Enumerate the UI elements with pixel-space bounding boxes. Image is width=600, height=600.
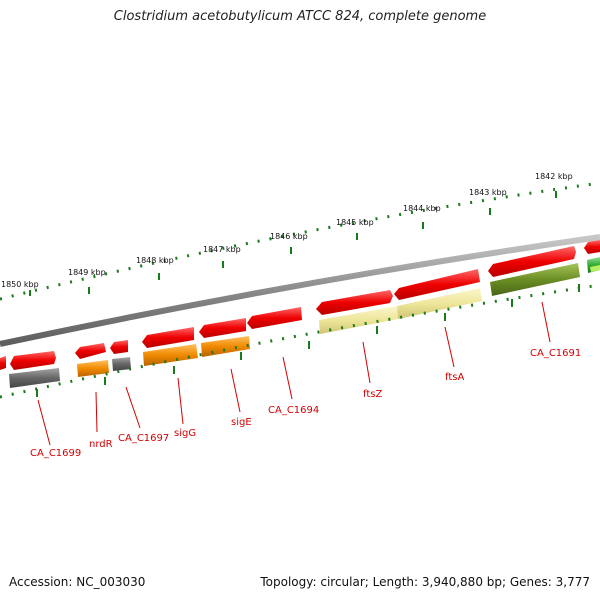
leader-line xyxy=(37,399,51,446)
gene-label: ftsZ xyxy=(363,389,382,400)
ruler-label: 1845 kbp xyxy=(336,218,374,227)
leader-line xyxy=(177,377,184,425)
gene-label: CA_C1699 xyxy=(30,448,81,459)
ruler-label: 1848 kbp xyxy=(136,256,174,265)
cog-block xyxy=(9,368,60,388)
accession-label: Accession: NC_003030 xyxy=(9,575,146,589)
gene-label: CA_C1697 xyxy=(118,433,169,444)
cog-block xyxy=(201,336,250,357)
gene-labels: CA_C1699 nrdR CA_C1697 sigG sigE CA_C169… xyxy=(30,348,581,459)
gene-arrow xyxy=(394,269,480,300)
ruler-label: 1849 kbp xyxy=(68,268,106,277)
leader-line xyxy=(95,391,98,433)
gene-label: ftsA xyxy=(445,372,464,383)
gene-arrow xyxy=(488,246,576,277)
gene-arrow xyxy=(110,340,128,354)
gene-arrow xyxy=(10,351,56,370)
cog-block xyxy=(112,357,131,371)
ruler-label: 1842 kbp xyxy=(535,172,573,181)
gene-label: sigG xyxy=(174,428,196,439)
leader-line xyxy=(125,386,141,429)
inner-ruler-track xyxy=(0,283,600,399)
gene-arrow xyxy=(0,356,6,370)
genome-summary: Topology: circular; Length: 3,940,880 bp… xyxy=(260,575,590,589)
gene-label: nrdR xyxy=(89,439,113,450)
forward-strand-genes xyxy=(0,240,600,370)
gene-label: CA_C1694 xyxy=(268,405,319,416)
outer-ruler-labels: 1850 kbp 1849 kbp 1848 kbp 1847 kbp 1846… xyxy=(1,172,573,289)
gene-arrow xyxy=(316,290,393,315)
inner-ruler-ticks xyxy=(36,284,580,397)
gene-arrow xyxy=(75,343,106,359)
gene-label: CA_C1691 xyxy=(530,348,581,359)
gene-label-leaders xyxy=(37,301,551,446)
gene-arrow xyxy=(247,307,302,329)
cog-block xyxy=(590,265,600,272)
cog-block xyxy=(490,263,580,296)
cog-block xyxy=(77,360,109,377)
ruler-label: 1850 kbp xyxy=(1,280,39,289)
leader-line xyxy=(362,341,371,384)
ruler-label: 1843 kbp xyxy=(469,188,507,197)
gene-arrow xyxy=(584,240,600,254)
gene-arrow xyxy=(199,318,246,338)
gene-arrow xyxy=(142,327,194,348)
leader-line xyxy=(541,301,551,343)
cog-block xyxy=(143,344,198,366)
cog-block xyxy=(397,288,482,319)
leader-line xyxy=(444,326,455,368)
ruler-label: 1844 kbp xyxy=(403,204,441,213)
cog-block xyxy=(319,306,398,334)
outer-ruler-ticks xyxy=(29,191,557,296)
gene-label: sigE xyxy=(231,417,252,428)
leader-line xyxy=(230,368,241,413)
ruler-label: 1847 kbp xyxy=(203,245,241,254)
map-title: Clostridium acetobutylicum ATCC 824, com… xyxy=(113,9,487,24)
leader-line xyxy=(282,356,293,400)
ruler-label: 1846 kbp xyxy=(270,232,308,241)
genome-backbone xyxy=(0,234,600,347)
